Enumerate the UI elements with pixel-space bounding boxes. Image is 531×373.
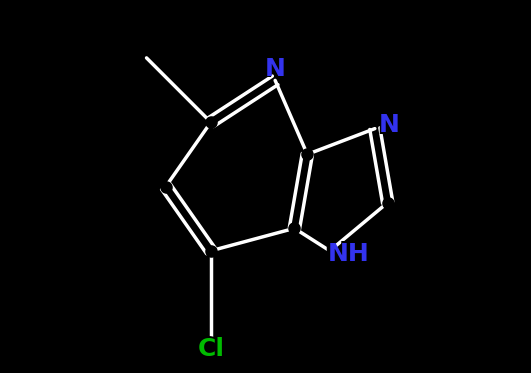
Text: N: N (379, 113, 399, 137)
Text: Cl: Cl (194, 335, 227, 364)
Text: Cl: Cl (198, 337, 224, 361)
Text: N: N (376, 111, 401, 140)
Text: NH: NH (328, 242, 370, 266)
Text: NH: NH (324, 239, 374, 269)
Text: N: N (265, 57, 286, 81)
Text: N: N (262, 54, 288, 83)
